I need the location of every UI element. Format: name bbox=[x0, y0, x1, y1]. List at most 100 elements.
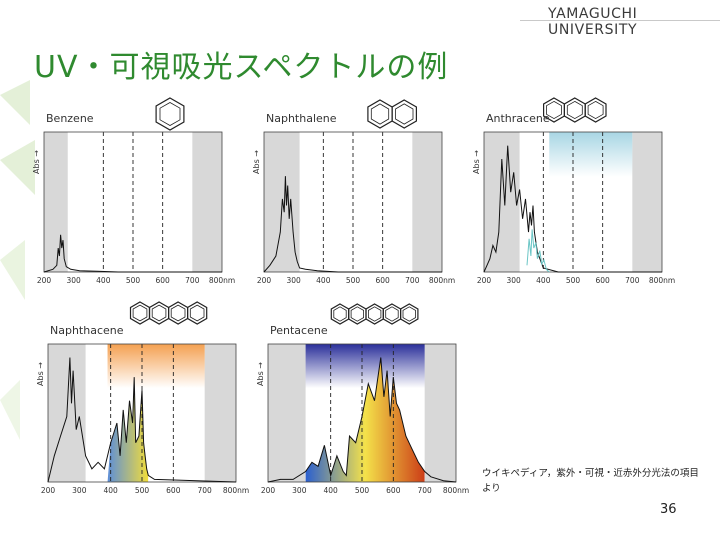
spectrum-line bbox=[483, 145, 662, 273]
color-band bbox=[305, 344, 425, 389]
molecule-structure-icon bbox=[330, 303, 419, 325]
shaded-region bbox=[424, 344, 456, 482]
naphthacene-spectrum-panel: Naphthacene Abs → 200 300 400 500 600 700 800nm bbox=[36, 301, 249, 495]
x-tick-label: 200 bbox=[37, 276, 52, 285]
x-tick-label: 700 bbox=[625, 276, 640, 285]
inner-ring-icon bbox=[566, 100, 583, 120]
leaf-decoration-4 bbox=[0, 380, 20, 440]
chart-title: Anthracene bbox=[486, 112, 550, 125]
x-tick-label: 400 bbox=[316, 276, 331, 285]
x-tick-label: 500 bbox=[346, 276, 361, 285]
y-axis-label: Abs → bbox=[36, 362, 45, 386]
shaded-region bbox=[412, 132, 442, 272]
inner-ring-icon bbox=[402, 306, 416, 322]
naphthalene-spectrum-panel: Naphthalene Abs → 200 300 400 500 600 700 800nm bbox=[252, 99, 455, 285]
x-tick-label: 600 bbox=[386, 486, 401, 495]
x-tick-label: 200 bbox=[257, 276, 272, 285]
shaded-region bbox=[268, 344, 306, 482]
inner-ring-icon bbox=[170, 304, 186, 322]
inner-ring-icon bbox=[395, 103, 414, 125]
inner-ring-icon bbox=[385, 306, 399, 322]
shaded-region bbox=[192, 132, 222, 272]
inner-ring-icon bbox=[189, 304, 205, 322]
x-tick-label: 700 bbox=[185, 276, 200, 285]
spectrum-fill bbox=[305, 357, 425, 482]
shaded-region bbox=[484, 132, 520, 272]
inner-ring-icon bbox=[350, 306, 364, 322]
source-note: ウイキペディア，紫外・可視・近赤外分光法の項目より bbox=[482, 468, 699, 494]
benzene-ring-icon bbox=[391, 99, 417, 129]
x-tick-label: 800nm bbox=[443, 486, 469, 495]
inner-ring-icon bbox=[587, 100, 604, 120]
spectrum-fill bbox=[107, 377, 149, 482]
spectrum-line bbox=[526, 229, 550, 273]
x-tick-label: 700 bbox=[198, 486, 213, 495]
x-tick-label: 600 bbox=[376, 276, 391, 285]
leaf-decoration-2 bbox=[0, 140, 35, 195]
x-tick-label: 400 bbox=[104, 486, 119, 495]
inner-ring-icon bbox=[370, 103, 390, 125]
x-tick-label: 800nm bbox=[649, 276, 675, 285]
color-band bbox=[549, 132, 633, 177]
y-axis-label: Abs → bbox=[252, 150, 261, 174]
y-axis-label: Abs → bbox=[256, 362, 265, 386]
x-tick-label: 600 bbox=[156, 276, 171, 285]
x-tick-label: 500 bbox=[355, 486, 370, 495]
chart-title: Benzene bbox=[46, 112, 94, 125]
anthracene-spectrum-panel: Anthracene Abs → 200 300 400 500 600 700 800nm bbox=[472, 97, 675, 285]
inner-ring-icon bbox=[132, 304, 148, 322]
molecule-structure-icon bbox=[129, 301, 208, 325]
inner-ring-icon bbox=[159, 102, 181, 126]
x-tick-label: 800nm bbox=[429, 276, 455, 285]
x-tick-label: 800nm bbox=[223, 486, 249, 495]
inner-ring-icon bbox=[333, 306, 347, 322]
molecule-structure-icon bbox=[367, 99, 417, 129]
shaded-region bbox=[44, 132, 68, 272]
inner-ring-icon bbox=[151, 304, 167, 322]
x-tick-label: 600 bbox=[166, 486, 181, 495]
spectrum-line bbox=[43, 234, 222, 273]
x-tick-label: 700 bbox=[418, 486, 433, 495]
chart-title: Naphthacene bbox=[50, 324, 124, 337]
leaf-decoration-1 bbox=[0, 80, 30, 125]
inner-ring-icon bbox=[368, 306, 382, 322]
x-tick-label: 600 bbox=[596, 276, 611, 285]
x-tick-label: 200 bbox=[477, 276, 492, 285]
spectrum-line bbox=[267, 357, 457, 483]
chart-title: Naphthalene bbox=[266, 112, 337, 125]
x-tick-label: 300 bbox=[72, 486, 87, 495]
shaded-region bbox=[204, 344, 236, 482]
leaf-decoration-3 bbox=[0, 240, 25, 300]
x-tick-label: 500 bbox=[126, 276, 141, 285]
pentacene-spectrum-panel: Pentacene Abs → 200 300 400 500 600 700 800nm bbox=[256, 303, 469, 495]
x-tick-label: 200 bbox=[261, 486, 276, 495]
x-tick-label: 800nm bbox=[209, 276, 235, 285]
x-tick-label: 400 bbox=[536, 276, 551, 285]
benzene-ring-icon bbox=[155, 97, 185, 131]
benzene-ring-icon bbox=[584, 97, 607, 123]
plot-frame bbox=[47, 343, 237, 483]
plot-frame bbox=[267, 343, 457, 483]
x-tick-label: 400 bbox=[324, 486, 339, 495]
x-tick-label: 300 bbox=[287, 276, 302, 285]
benzene-ring-icon bbox=[187, 301, 208, 325]
spectrum-line bbox=[47, 357, 237, 483]
page-number: 36 bbox=[660, 502, 677, 517]
university-name: YAMAGUCHI UNIVERSITY bbox=[548, 6, 638, 38]
slide-title: UV・可視吸光スペクトルの例 bbox=[34, 50, 449, 85]
y-axis-label: Abs → bbox=[32, 150, 41, 174]
y-axis-label: Abs → bbox=[472, 150, 481, 174]
spectrum-line bbox=[263, 176, 442, 273]
x-tick-label: 700 bbox=[405, 276, 420, 285]
x-tick-label: 400 bbox=[96, 276, 111, 285]
header-rule bbox=[520, 20, 720, 21]
chart-title: Pentacene bbox=[270, 324, 328, 337]
x-tick-label: 500 bbox=[135, 486, 150, 495]
x-tick-label: 200 bbox=[41, 486, 56, 495]
benzene-ring-icon bbox=[400, 303, 419, 325]
x-tick-label: 500 bbox=[566, 276, 581, 285]
x-tick-label: 300 bbox=[507, 276, 522, 285]
benzene-spectrum-panel: Benzene Abs → 200 300 400 500 600 700 800nm bbox=[32, 97, 235, 285]
x-tick-label: 300 bbox=[67, 276, 82, 285]
